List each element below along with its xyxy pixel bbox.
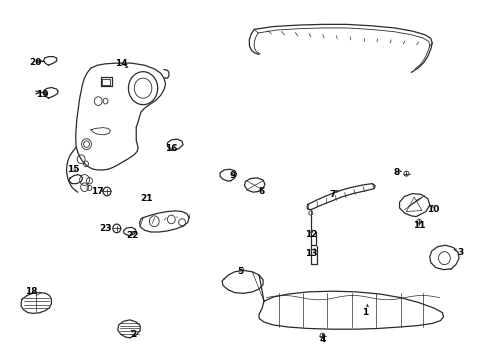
Text: 8: 8 [393,168,399,177]
Text: 22: 22 [126,231,138,240]
Text: 5: 5 [237,267,243,276]
Text: 19: 19 [36,90,48,99]
Text: 10: 10 [427,205,439,214]
Text: 11: 11 [412,221,425,230]
Text: 15: 15 [66,166,79,175]
Text: 1: 1 [362,308,368,317]
Text: 7: 7 [328,190,335,199]
Text: 18: 18 [24,287,37,296]
Text: 9: 9 [229,171,236,180]
Text: 21: 21 [140,194,152,203]
Text: 14: 14 [115,59,128,68]
Text: 12: 12 [304,230,316,239]
Text: 4: 4 [319,335,325,344]
Text: 23: 23 [99,224,112,233]
Text: 13: 13 [304,249,316,258]
Text: 16: 16 [165,144,177,153]
Text: 2: 2 [130,330,136,339]
Text: 3: 3 [456,248,462,257]
Text: 17: 17 [91,187,103,196]
Text: 20: 20 [30,58,42,67]
Text: 6: 6 [259,187,264,196]
